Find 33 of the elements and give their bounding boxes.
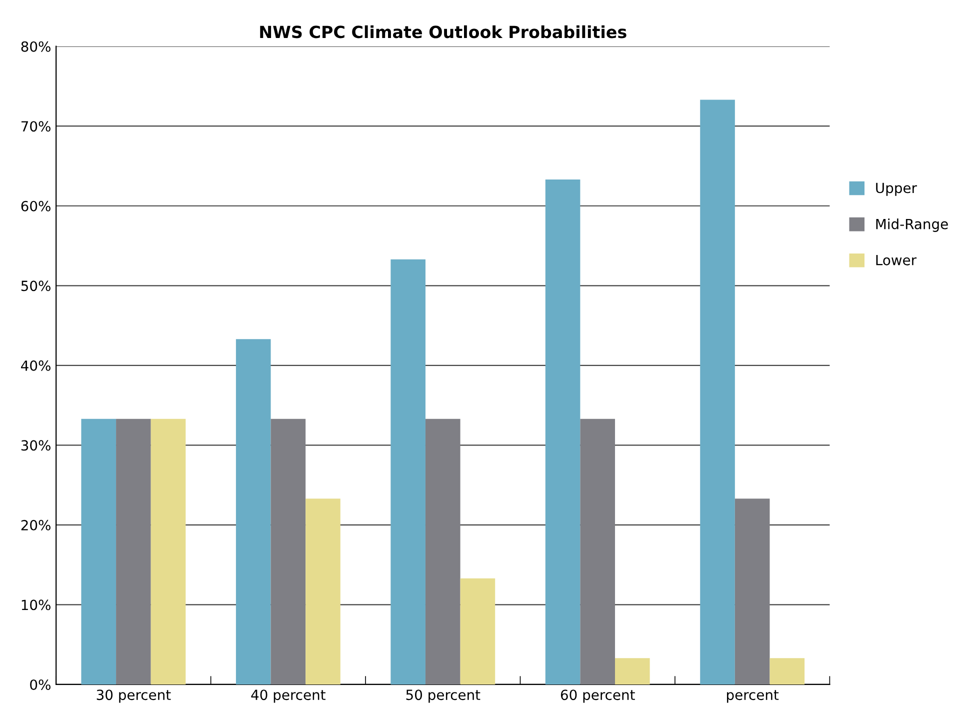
bar — [116, 418, 151, 684]
y-tick-label: 10% — [22, 600, 50, 610]
bar — [81, 418, 116, 684]
bar — [150, 418, 186, 684]
x-tick-label: percent — [726, 690, 779, 703]
chart-title: NWS CPC Climate Outlook Probabilities — [260, 25, 626, 38]
bar — [580, 418, 616, 684]
x-tick-label: 50 percent — [406, 690, 480, 703]
legend-label: Lower — [876, 255, 917, 266]
x-tick-label: 60 percent — [560, 690, 635, 703]
bar — [770, 658, 805, 684]
bar — [615, 658, 650, 684]
bar — [270, 418, 306, 684]
bar — [700, 100, 735, 684]
y-tick-label: 80% — [21, 41, 50, 52]
y-tick-label: 50% — [21, 280, 50, 292]
legend-label: Mid-Range — [876, 218, 948, 232]
y-tick-label: 20% — [21, 520, 50, 530]
bar — [460, 578, 496, 684]
y-tick-label: 60% — [21, 200, 50, 212]
x-tick-label: 40 percent — [251, 690, 326, 703]
bar — [236, 339, 271, 684]
bar — [425, 418, 460, 684]
y-tick-label: 40% — [21, 360, 50, 371]
legend-label: Upper — [876, 182, 917, 196]
x-tick-label: 30 percent — [96, 690, 171, 703]
bar — [390, 259, 426, 684]
bar — [545, 180, 580, 684]
y-tick-label: 30% — [21, 440, 50, 451]
y-tick-label: 70% — [21, 121, 50, 132]
y-tick-label: 0% — [30, 679, 50, 690]
bar — [306, 498, 340, 684]
bar — [734, 498, 770, 684]
